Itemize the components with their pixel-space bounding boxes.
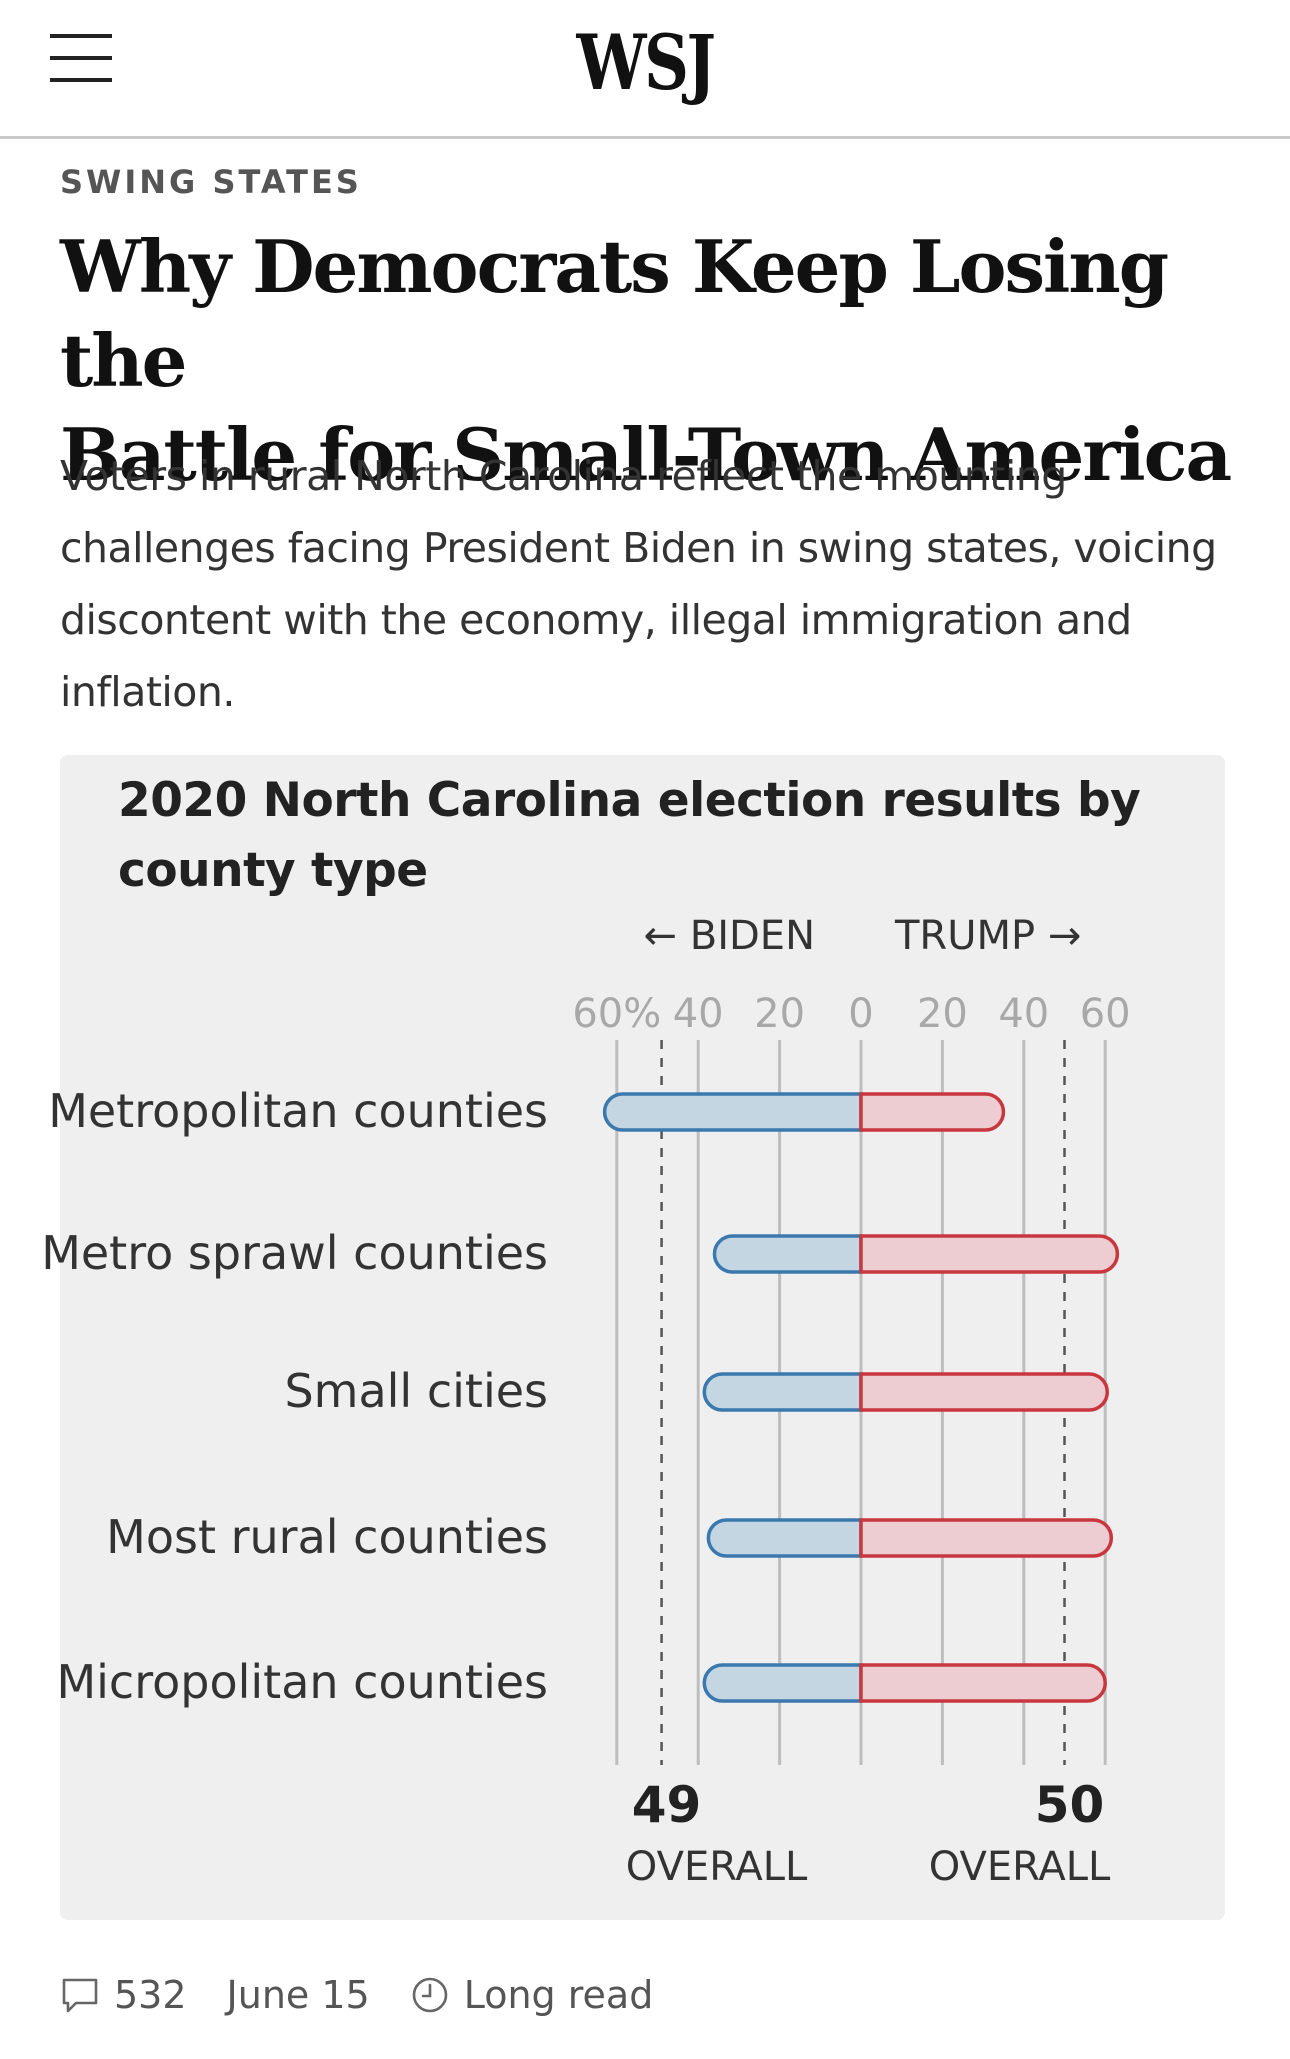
publish-date: June 15 [227, 1973, 370, 2017]
tick-label: 60 [1080, 991, 1131, 1037]
headline-line-1: Why Democrats Keep Losing the [60, 224, 1169, 403]
direction-label-trump: TRUMP → [894, 913, 1081, 959]
bar-biden [706, 1518, 863, 1558]
tick-label: 60% [572, 991, 661, 1037]
direction-label-biden: ← BIDEN [644, 913, 815, 959]
bar-trump [859, 1372, 1109, 1412]
bar-biden [702, 1663, 863, 1703]
bar-biden [702, 1372, 863, 1412]
overall-value: 49 [632, 1776, 702, 1834]
headline: Why Democrats Keep Losing the Battle for… [60, 220, 1240, 502]
category-label: Small cities [284, 1364, 548, 1418]
date-text: June 15 [226, 1973, 370, 2017]
overall-label: OVERALL [626, 1844, 808, 1890]
read-length: Long read [410, 1973, 654, 2017]
read-length-text: Long read [463, 1973, 654, 2017]
bar-trump [859, 1234, 1120, 1274]
election-results-chart: ← BIDEN TRUMP → 60% 40 20 0 20 40 60 Metropolitan… [41, 913, 1131, 1890]
bar-trump [859, 1518, 1114, 1558]
comments-link[interactable]: 532 [60, 1973, 187, 2017]
hamburger-menu-icon[interactable] [50, 34, 112, 82]
category-label: Metro sprawl counties [41, 1226, 548, 1280]
category-label: Metropolitan counties [48, 1084, 548, 1138]
overall-label: OVERALL [929, 1844, 1111, 1890]
comment-count: 532 [114, 1973, 187, 2017]
headline-line-2: Battle for Small-Town America [60, 412, 1232, 497]
chart-title: 2020 North Carolina election results by … [118, 773, 1141, 898]
bar-biden [712, 1234, 863, 1274]
bar-trump [859, 1663, 1107, 1703]
bar-biden [602, 1092, 863, 1132]
overall-value: 50 [1035, 1776, 1105, 1834]
tick-label: 20 [917, 991, 968, 1037]
category-label: Micropolitan counties [56, 1655, 548, 1709]
tick-label: 20 [754, 991, 805, 1037]
top-navigation-bar: WSJ [0, 0, 1290, 139]
wsj-logo[interactable]: WSJ [576, 18, 716, 107]
chart-card [60, 755, 1225, 1920]
tick-label: 40 [673, 991, 724, 1037]
comment-icon [62, 1978, 98, 2013]
section-label[interactable]: SWING STATES [60, 163, 362, 201]
tick-label: 40 [998, 991, 1049, 1037]
article-summary: Voters in rural North Carolina reflect t… [60, 452, 1217, 716]
bar-trump [859, 1092, 1006, 1132]
category-label: Most rural counties [106, 1510, 548, 1564]
article-meta: 532 June 15 Long read [60, 1965, 693, 2025]
tick-label: 0 [848, 991, 873, 1037]
clock-icon [412, 1977, 448, 2013]
